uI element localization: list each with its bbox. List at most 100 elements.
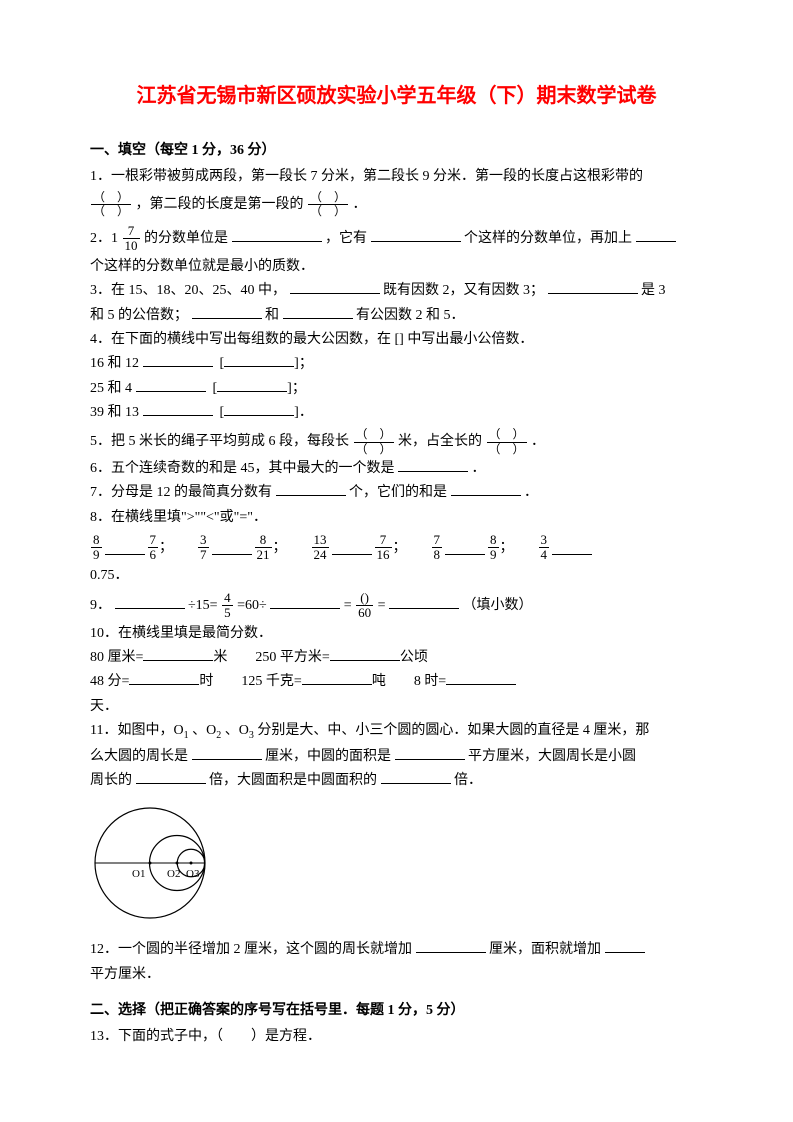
q6-text-a: 6．五个连续奇数的和是 45，其中最大的一个数是 bbox=[90, 461, 395, 476]
blank bbox=[136, 378, 206, 392]
q10-item-5: 8 时= bbox=[414, 671, 516, 693]
question-7: 7．分母是 12 的最简真分数有 个，它们的和是 ． bbox=[90, 482, 703, 504]
question-13: 13．下面的式子中，（ ）是方程． bbox=[90, 1026, 703, 1048]
q9-frac2: ()60 bbox=[356, 591, 373, 621]
question-12-line2: 平方厘米． bbox=[90, 964, 703, 986]
blank bbox=[398, 458, 468, 472]
q10-row1: 80 厘米=米 250 平方米=公顷 bbox=[90, 647, 703, 669]
blank bbox=[381, 770, 451, 784]
blank bbox=[224, 353, 294, 367]
blank bbox=[192, 746, 262, 760]
question-3-line2: 和 5 的公倍数； 和 有公因数 2 和 5． bbox=[90, 305, 703, 327]
blank bbox=[217, 378, 287, 392]
q4-row2: 25 和 4 []； bbox=[90, 378, 703, 400]
blank bbox=[136, 770, 206, 784]
question-10: 10．在横线里填是最简分数． bbox=[90, 623, 703, 645]
blank bbox=[290, 280, 380, 294]
blank bbox=[605, 939, 645, 953]
q11-text-b: 、O bbox=[192, 723, 216, 738]
q5-text-c: ． bbox=[531, 434, 545, 449]
q8-pair-3: 1324 716； bbox=[311, 533, 407, 563]
q1-text-b: ，第二段的长度是第一段的 bbox=[136, 197, 304, 212]
q11-text-e: 么大圆的周长是 bbox=[90, 749, 188, 764]
question-9: 9． ÷15= 45 =60÷ = ()60 = （填小数） bbox=[90, 591, 703, 621]
blank bbox=[143, 402, 213, 416]
q10-item-4: 125 千克=吨 bbox=[241, 671, 385, 693]
blank-fraction-2: （ ）（ ） bbox=[308, 191, 348, 218]
blank bbox=[224, 402, 294, 416]
label-o2: O2 bbox=[167, 868, 180, 880]
q4-r1-label: 16 和 12 bbox=[90, 356, 139, 371]
blank bbox=[143, 353, 213, 367]
q8-last: 0.75． bbox=[90, 565, 703, 587]
q4-row1: 16 和 12 []； bbox=[90, 353, 703, 375]
blank bbox=[192, 305, 262, 319]
blank bbox=[212, 541, 252, 555]
q2-fraction: 710 bbox=[123, 224, 140, 254]
circles-diagram: O1 O2 O3 bbox=[90, 803, 703, 931]
blank bbox=[371, 228, 461, 242]
q11-text-h: 周长的 bbox=[90, 773, 132, 788]
q4-r2-label: 25 和 4 bbox=[90, 381, 132, 396]
question-8-row: 89 76； 37 821； 1324 716； 78 89； 34 bbox=[90, 533, 703, 563]
q11-text-c: 、O bbox=[225, 723, 249, 738]
q11-text-i: 倍，大圆面积是中圆面积的 bbox=[209, 773, 377, 788]
q5-text-b: 米，占全长的 bbox=[398, 434, 482, 449]
blank-fraction: （ ）（ ） bbox=[487, 428, 527, 455]
q3-text-a: 3．在 15、18、20、25、40 中， bbox=[90, 283, 286, 298]
blank bbox=[283, 305, 353, 319]
blank bbox=[302, 671, 372, 685]
q2-text-d: 个这样的分数单位，再加上 bbox=[464, 231, 632, 246]
q3-text-d: 和 5 的公倍数； bbox=[90, 308, 188, 323]
question-12: 12．一个圆的半径增加 2 厘米，这个圆的周长就增加 厘米，面积就增加 bbox=[90, 939, 703, 961]
question-8: 8．在横线里填">""<"或"="． bbox=[90, 507, 703, 529]
q3-text-b: 既有因数 2，又有因数 3； bbox=[383, 283, 544, 298]
question-4: 4．在下面的横线中写出每组数的最大公因数，在 [] 中写出最小公倍数． bbox=[90, 329, 703, 351]
question-5: 5．把 5 米长的绳子平均剪成 6 段，每段长 （ ）（ ） 米，占全长的 （ … bbox=[90, 428, 703, 455]
blank bbox=[445, 541, 485, 555]
q6-text-b: ． bbox=[472, 461, 486, 476]
q10-last: 天． bbox=[90, 696, 703, 718]
q2-text-b: 的分数单位是 bbox=[144, 231, 228, 246]
question-6: 6．五个连续奇数的和是 45，其中最大的一个数是 ． bbox=[90, 458, 703, 480]
blank bbox=[115, 595, 185, 609]
page-title: 江苏省无锡市新区硕放实验小学五年级（下）期末数学试卷 bbox=[90, 80, 703, 112]
q10-row2: 48 分=时 125 千克=吨 8 时= bbox=[90, 671, 703, 693]
q8-pair-2: 37 821； bbox=[197, 533, 287, 563]
question-3: 3．在 15、18、20、25、40 中， 既有因数 2，又有因数 3； 是 3 bbox=[90, 280, 703, 302]
label-o1: O1 bbox=[132, 868, 145, 880]
q10-item-2: 250 平方米=公顷 bbox=[255, 647, 427, 669]
q11-text-f: 厘米，中圆的面积是 bbox=[265, 749, 391, 764]
q12-text-a: 12．一个圆的半径增加 2 厘米，这个圆的周长就增加 bbox=[90, 942, 412, 957]
q2-text-e: 个这样的分数单位就是最小的质数． bbox=[90, 259, 314, 274]
q9-text-a: 9． bbox=[90, 598, 111, 613]
q9-text-d: = bbox=[344, 598, 352, 613]
blank bbox=[129, 671, 199, 685]
blank bbox=[552, 541, 592, 555]
blank-fraction-1: （ ）（ ） bbox=[91, 191, 131, 218]
blank bbox=[332, 541, 372, 555]
question-11-line3: 周长的 倍，大圆面积是中圆面积的 倍． bbox=[90, 770, 703, 792]
q11-text-j: 倍． bbox=[454, 773, 482, 788]
blank bbox=[232, 228, 322, 242]
q8-pair-1: 89 76； bbox=[90, 533, 173, 563]
blank bbox=[105, 541, 145, 555]
q3-text-f: 有公因数 2 和 5． bbox=[356, 308, 465, 323]
q4-row3: 39 和 13 []． bbox=[90, 402, 703, 424]
blank bbox=[395, 746, 465, 760]
question-2: 2．1 710 的分数单位是 ，它有 个这样的分数单位，再加上 bbox=[90, 224, 703, 254]
blank bbox=[416, 939, 486, 953]
q12-text-c: 平方厘米． bbox=[90, 967, 160, 982]
question-2-line2: 个这样的分数单位就是最小的质数． bbox=[90, 256, 703, 278]
q12-text-b: 厘米，面积就增加 bbox=[489, 942, 601, 957]
q9-text-f: （填小数） bbox=[463, 598, 533, 613]
q7-text-c: ． bbox=[524, 485, 538, 500]
q9-text-c: =60÷ bbox=[237, 598, 267, 613]
q8-pair-5: 34 bbox=[538, 533, 595, 563]
q11-text-d: 分别是大、中、小三个圆的圆心．如果大圆的直径是 4 厘米，那 bbox=[257, 723, 649, 738]
q8-pair-4: 78 89； bbox=[431, 533, 514, 563]
q11-text-g: 平方厘米，大圆周长是小圆 bbox=[468, 749, 636, 764]
q3-text-e: 和 bbox=[265, 308, 279, 323]
blank bbox=[276, 482, 346, 496]
q7-text-b: 个，它们的和是 bbox=[349, 485, 447, 500]
